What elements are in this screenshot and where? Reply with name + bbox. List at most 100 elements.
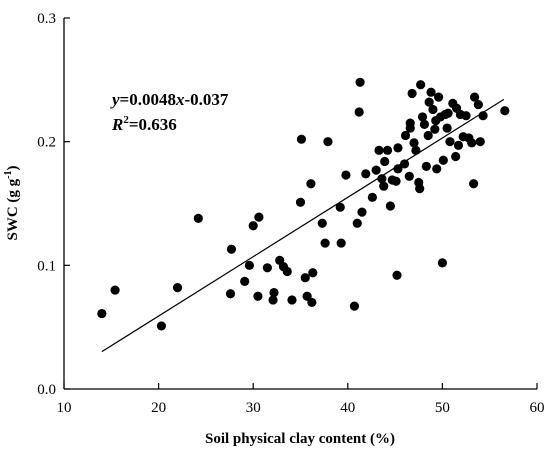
data-point <box>382 145 393 155</box>
data-point <box>193 213 203 223</box>
eq-intercept-part: -0.037 <box>184 90 228 109</box>
data-point <box>432 164 442 174</box>
data-point <box>467 138 477 148</box>
data-point <box>451 151 461 162</box>
y-tick-label: 0.2 <box>37 135 56 151</box>
data-point <box>248 221 258 231</box>
data-point <box>282 266 292 277</box>
data-point <box>172 282 183 293</box>
y-tick-label: 0.1 <box>37 258 56 274</box>
data-point <box>411 145 421 155</box>
eq-y-symbol: y <box>110 90 120 109</box>
data-point <box>110 285 120 295</box>
regression-line-group <box>101 98 505 353</box>
y-axis-label-main: SWC (g g <box>5 178 21 240</box>
data-point <box>443 108 453 118</box>
eq-x-symbol: x <box>175 90 185 109</box>
data-point <box>97 308 107 319</box>
data-point <box>434 92 444 102</box>
r-squared-value: =0.636 <box>129 115 177 134</box>
data-point <box>445 137 455 147</box>
data-point <box>371 165 381 175</box>
data-point <box>400 130 411 141</box>
data-point <box>295 197 306 207</box>
data-point <box>377 174 387 184</box>
data-point <box>399 159 410 169</box>
data-point <box>307 297 317 308</box>
data-point <box>262 263 272 273</box>
data-point <box>341 170 351 180</box>
x-tick-label: 40 <box>340 400 355 416</box>
data-point <box>473 99 483 110</box>
data-point <box>306 179 316 189</box>
data-point <box>438 155 448 165</box>
data-point <box>379 181 389 191</box>
data-point <box>374 145 384 155</box>
r-symbol: R <box>111 115 123 134</box>
data-point <box>357 207 367 217</box>
data-point <box>323 137 333 147</box>
r-exponent: 2 <box>123 114 129 126</box>
r-squared-label: R2=0.636 <box>111 114 177 134</box>
data-point <box>268 295 278 305</box>
data-point <box>391 176 401 186</box>
data-point <box>405 118 415 128</box>
data-point <box>296 134 307 144</box>
eq-slope-part: =0.0048 <box>120 90 176 109</box>
data-point <box>419 119 430 129</box>
x-axis-label: Soil physical clay content (%) <box>205 431 395 447</box>
data-point <box>417 112 428 122</box>
data-point <box>349 301 360 311</box>
y-axis-label-close: ) <box>5 165 21 170</box>
data-point <box>225 289 236 299</box>
y-axis-label-exponent: -1 <box>3 170 14 178</box>
x-ticks: 10 20 30 40 50 60 <box>57 383 545 416</box>
data-point <box>453 140 464 150</box>
data-point <box>426 87 436 97</box>
y-axis-label: SWC (g g-1) <box>3 165 21 240</box>
data-point <box>404 171 414 181</box>
data-point <box>430 124 440 134</box>
y-tick-label: 0.0 <box>37 382 56 398</box>
data-point <box>416 80 426 90</box>
data-point <box>380 156 390 167</box>
data-point <box>355 77 365 87</box>
data-point <box>393 164 403 174</box>
data-point <box>500 106 510 116</box>
x-tick-label: 60 <box>530 400 545 416</box>
data-point <box>336 238 346 248</box>
data-point <box>320 238 330 248</box>
x-tick-label: 10 <box>57 400 72 416</box>
data-point <box>475 137 485 147</box>
data-point <box>385 201 395 211</box>
data-points <box>97 77 510 331</box>
data-point <box>226 244 237 254</box>
x-tick-label: 30 <box>246 400 261 416</box>
data-point <box>442 123 452 133</box>
data-point <box>424 97 434 107</box>
data-point <box>409 138 419 148</box>
data-point <box>240 276 250 287</box>
data-point <box>269 287 279 298</box>
data-point <box>421 161 431 171</box>
x-tick-label: 20 <box>151 400 166 416</box>
data-point <box>478 111 488 121</box>
data-point <box>335 202 345 212</box>
data-point <box>423 130 433 141</box>
data-point <box>469 179 479 189</box>
data-point <box>300 273 310 283</box>
regression-line <box>101 98 505 353</box>
data-point <box>367 192 377 202</box>
y-tick-label: 0.3 <box>37 11 56 27</box>
data-point <box>392 270 402 280</box>
data-point <box>254 212 264 222</box>
data-point <box>461 111 471 121</box>
data-point <box>287 295 297 305</box>
data-point <box>352 218 362 228</box>
data-point <box>317 218 327 228</box>
data-point <box>354 107 364 117</box>
data-point <box>407 88 417 99</box>
data-point <box>361 169 371 179</box>
regression-equation: y=0.0048x-0.037 <box>110 90 229 109</box>
